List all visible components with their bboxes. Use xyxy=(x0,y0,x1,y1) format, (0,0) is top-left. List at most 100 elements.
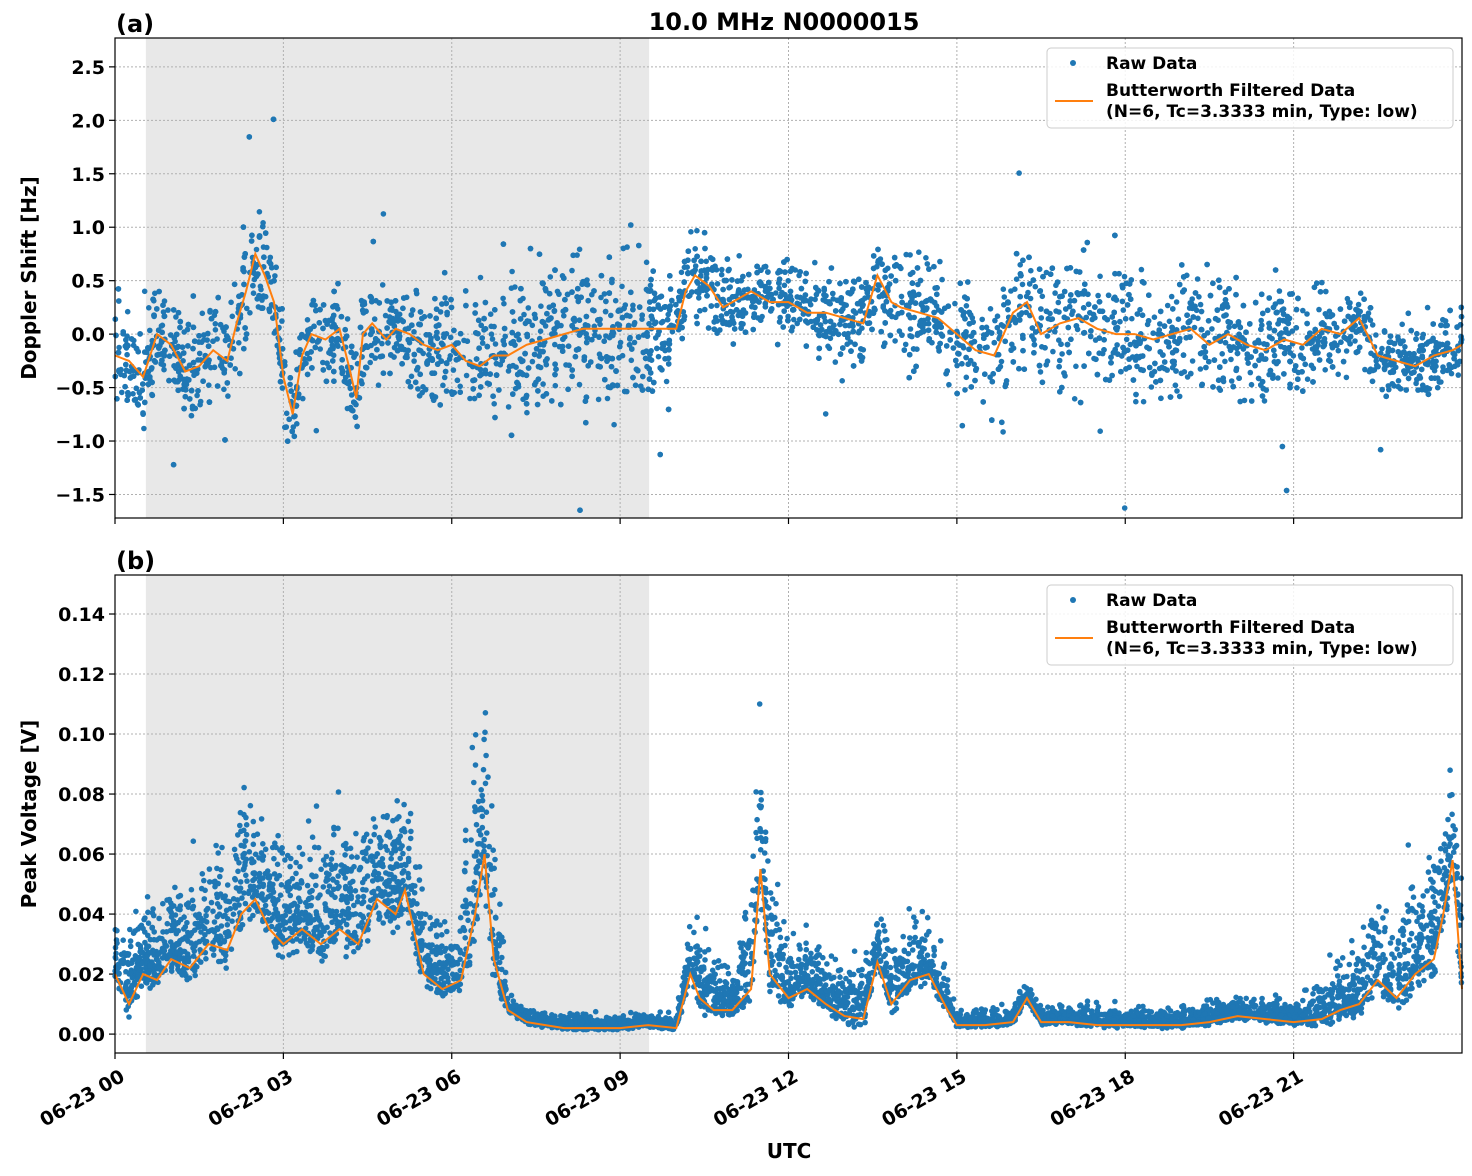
raw-data-point xyxy=(887,281,893,287)
raw-data-point xyxy=(288,388,294,394)
raw-data-point xyxy=(769,306,775,312)
raw-data-point xyxy=(1284,488,1290,494)
raw-data-point xyxy=(1059,385,1065,391)
raw-data-point xyxy=(481,316,487,322)
raw-data-point xyxy=(489,331,495,337)
raw-data-point xyxy=(1260,311,1266,317)
raw-data-point xyxy=(856,330,862,336)
raw-data-point xyxy=(927,336,933,342)
raw-data-point xyxy=(682,265,688,271)
raw-data-point xyxy=(215,383,221,389)
raw-data-point xyxy=(335,281,341,287)
raw-data-point xyxy=(191,293,197,299)
raw-data-point xyxy=(408,384,414,390)
raw-data-point xyxy=(307,356,313,362)
raw-data-point xyxy=(648,283,654,289)
raw-data-point xyxy=(613,298,619,304)
raw-data-point xyxy=(1374,363,1380,369)
raw-data-point xyxy=(1256,357,1262,363)
raw-data-point xyxy=(699,268,705,274)
raw-data-point xyxy=(851,279,857,285)
raw-data-point xyxy=(416,322,422,328)
raw-data-point xyxy=(640,387,646,393)
raw-data-point xyxy=(151,312,157,318)
raw-data-point xyxy=(989,330,995,336)
raw-data-point xyxy=(552,361,558,367)
raw-data-point xyxy=(667,341,673,347)
raw-data-point xyxy=(615,321,621,327)
raw-data-point xyxy=(480,340,486,346)
raw-data-point xyxy=(1101,337,1107,343)
raw-data-point xyxy=(1299,345,1305,351)
raw-data-point xyxy=(1256,376,1262,382)
raw-data-point xyxy=(540,281,546,287)
raw-data-point xyxy=(944,343,950,349)
raw-data-point xyxy=(146,305,152,311)
raw-data-point xyxy=(1281,371,1287,377)
raw-data-point xyxy=(1206,318,1212,324)
raw-data-point xyxy=(1379,387,1385,393)
raw-data-point xyxy=(1322,342,1328,348)
raw-data-point xyxy=(1153,379,1159,385)
raw-data-point xyxy=(1382,329,1388,335)
raw-data-point xyxy=(271,278,277,284)
raw-data-point xyxy=(662,348,668,354)
raw-data-point xyxy=(426,332,432,338)
raw-data-point xyxy=(798,295,804,301)
raw-data-point xyxy=(1210,384,1216,390)
raw-data-point xyxy=(448,297,454,303)
raw-data-point xyxy=(284,411,290,417)
raw-data-point xyxy=(1322,367,1328,373)
raw-data-point xyxy=(524,410,530,416)
raw-data-point xyxy=(444,310,450,316)
raw-data-point xyxy=(232,282,238,288)
raw-data-point xyxy=(207,399,213,405)
raw-data-point xyxy=(1217,285,1223,291)
raw-data-point xyxy=(1097,428,1103,434)
raw-data-point xyxy=(569,367,575,373)
raw-data-point xyxy=(409,374,415,380)
raw-data-point xyxy=(578,295,584,301)
raw-data-point xyxy=(1269,336,1275,342)
raw-data-point xyxy=(1344,348,1350,354)
raw-data-point xyxy=(746,272,752,278)
raw-data-point xyxy=(1082,288,1088,294)
raw-data-point xyxy=(899,310,905,316)
raw-data-point xyxy=(1052,290,1058,296)
raw-data-point xyxy=(1113,326,1119,332)
raw-data-point xyxy=(1305,376,1311,382)
raw-data-point xyxy=(1005,307,1011,313)
raw-data-point xyxy=(1387,339,1393,345)
raw-data-point xyxy=(190,346,196,352)
raw-data-point xyxy=(1440,369,1446,375)
raw-data-point xyxy=(225,380,231,386)
raw-data-point xyxy=(953,358,959,364)
raw-data-point xyxy=(405,337,411,343)
raw-data-point xyxy=(419,316,425,322)
raw-data-point xyxy=(249,233,255,239)
raw-data-point xyxy=(1133,399,1139,405)
raw-data-point xyxy=(1119,353,1125,359)
raw-data-point xyxy=(959,361,965,367)
raw-data-point xyxy=(840,345,846,351)
raw-data-point xyxy=(511,319,517,325)
raw-data-point xyxy=(1413,336,1419,342)
raw-data-point xyxy=(113,333,119,339)
raw-data-point xyxy=(1414,377,1420,383)
raw-data-point xyxy=(599,273,605,279)
raw-data-point xyxy=(1112,233,1118,239)
raw-data-point xyxy=(1081,305,1087,311)
raw-data-point xyxy=(339,357,345,363)
raw-data-point xyxy=(1152,314,1158,320)
raw-data-point xyxy=(611,422,617,428)
raw-data-point xyxy=(470,386,476,392)
raw-data-point xyxy=(1266,295,1272,301)
raw-data-point xyxy=(641,350,647,356)
raw-data-point xyxy=(465,338,471,344)
raw-data-point xyxy=(256,293,262,299)
raw-data-point xyxy=(1169,294,1175,300)
raw-data-point xyxy=(411,358,417,364)
raw-data-point xyxy=(621,306,627,312)
raw-data-point xyxy=(1147,365,1153,371)
raw-data-point xyxy=(1162,323,1168,329)
